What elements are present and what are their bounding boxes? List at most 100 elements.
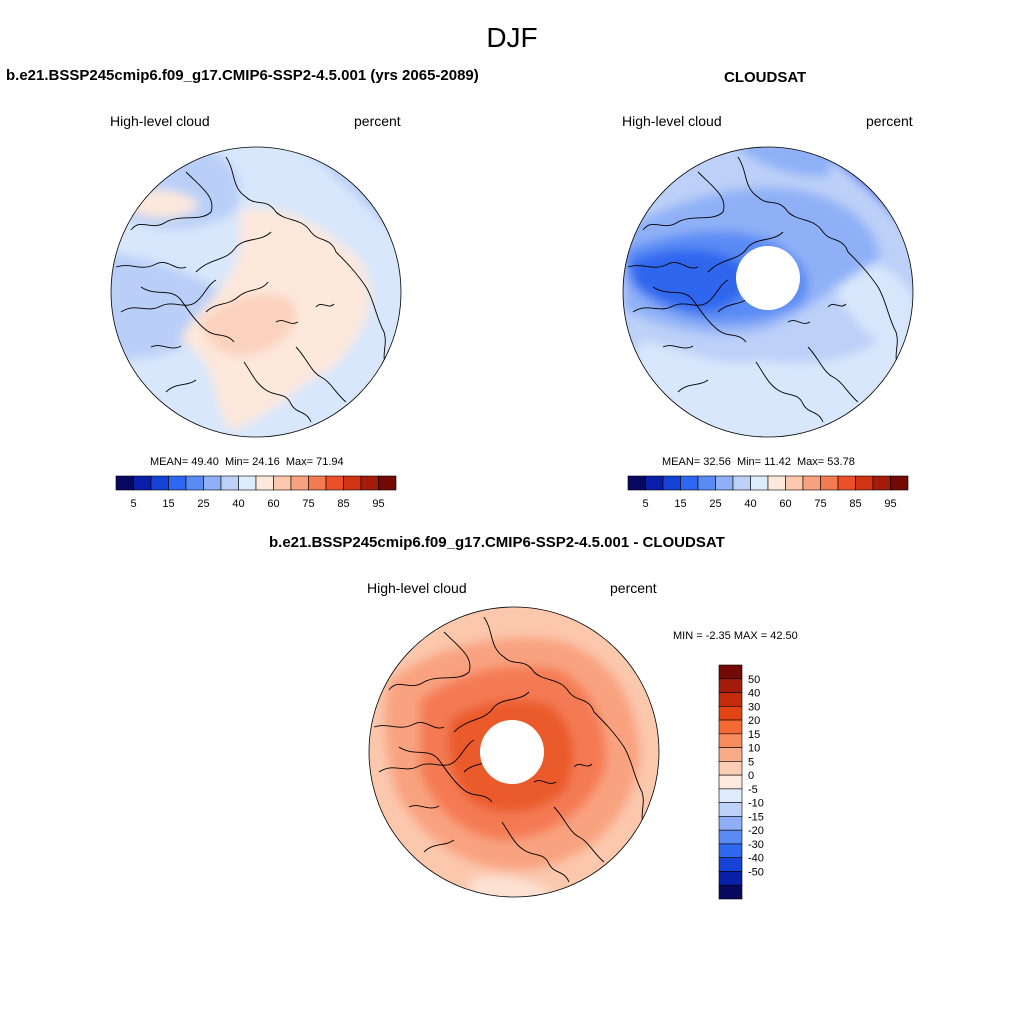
panel2-colorbar-box xyxy=(767,475,786,491)
panel2-colorbar-box xyxy=(750,475,769,491)
panel1-colorbar-tick-label: 75 xyxy=(302,498,314,510)
panel3-colorbar-box xyxy=(718,747,743,762)
panel1-mean-label: MEAN= xyxy=(150,456,189,468)
panel3-colorbar-tick-label: 20 xyxy=(748,715,760,727)
panel3-colorbar-tick-label: -20 xyxy=(748,825,764,837)
panel1-colorbar-box xyxy=(220,475,239,491)
panel3-colorbar-box xyxy=(718,816,743,831)
panel2-max-value: 53.78 xyxy=(827,456,855,468)
panel3-colorbar-tick-label: 0 xyxy=(748,770,754,782)
panel3-min-value: -2.35 xyxy=(705,630,731,642)
panel3-colorbar-tick-label: -10 xyxy=(748,798,764,810)
panel1-colorbar-box xyxy=(325,475,344,491)
panel1-colorbar-box xyxy=(133,475,152,491)
panel2-map xyxy=(622,146,914,438)
panel3-colorbar-tick-label: 50 xyxy=(748,674,760,686)
panel3-colorbar-box xyxy=(718,829,743,845)
panel3-colorbar-tick-label: -5 xyxy=(748,784,758,796)
panel2-title: CLOUDSAT xyxy=(724,69,807,86)
panel1-colorbar-tick-label: 40 xyxy=(232,498,244,510)
panel2-mean-label: MEAN= xyxy=(662,456,701,468)
panel1-colorbar-box xyxy=(378,475,397,491)
panel1-max-label: Max= xyxy=(285,456,314,468)
panel3-min-label: MIN = xyxy=(673,630,703,642)
panel3-colorbar-box xyxy=(718,788,743,803)
panel3-title: b.e21.BSSP245cmip6.f09_g17.CMIP6-SSP2-4.… xyxy=(269,534,725,551)
panel1-colorbar-tick-label: 60 xyxy=(267,498,279,510)
panel3-variable: High-level cloud xyxy=(367,580,467,596)
panel3-colorbar-box xyxy=(718,719,743,735)
panel1-min-value: 24.16 xyxy=(252,456,280,468)
panel1-mean-value: 49.40 xyxy=(191,456,219,468)
panel1-colorbar-box xyxy=(360,475,379,491)
panel3-stats: MIN = -2.35 MAX = 42.50 xyxy=(673,630,798,642)
panel2-colorbar-tick-label: 85 xyxy=(849,498,861,510)
panel1-colorbar-box xyxy=(185,475,204,491)
panel3-colorbar-tick-label: 30 xyxy=(748,701,760,713)
panel2-colorbar-box xyxy=(837,475,856,491)
panel2-colorbar-box xyxy=(662,475,681,491)
panel3-colorbar-box xyxy=(718,884,743,900)
panel3-colorbar-box xyxy=(718,774,743,790)
season-title: DJF xyxy=(486,22,538,53)
panel3-colorbar-box xyxy=(718,692,743,707)
panel3-colorbar-tick-label: 15 xyxy=(748,729,760,741)
panel2-colorbar-box xyxy=(697,475,716,491)
panel3-colorbar-tick-label: -15 xyxy=(748,811,764,823)
panel2-colorbar-box xyxy=(820,475,839,491)
panel2-colorbar-box xyxy=(645,475,664,491)
panel1-colorbar-box xyxy=(273,475,292,491)
panel2-max-label: Max= xyxy=(797,456,825,468)
panel2-polar-gap xyxy=(736,246,800,310)
panel1-title: b.e21.BSSP245cmip6.f09_g17.CMIP6-SSP2-4.… xyxy=(6,67,479,84)
panel3-polar-gap xyxy=(480,720,544,784)
panel2-min-value: 11.42 xyxy=(764,456,791,468)
panel3-colorbar-box xyxy=(718,678,743,693)
panel3-map xyxy=(368,606,660,898)
panel1-max-value: 71.94 xyxy=(316,456,344,468)
panel3-max-value: 42.50 xyxy=(770,630,798,642)
panel3-colorbar-tick-label: 40 xyxy=(748,688,760,700)
panel2-colorbar-box xyxy=(732,475,751,491)
panel3-colorbar-tick-label: 10 xyxy=(748,743,760,755)
panel3-colorbar-box xyxy=(718,857,743,872)
panel2-colorbar-tick-label: 75 xyxy=(814,498,826,510)
panel1-colorbar-tick-label: 95 xyxy=(372,498,384,510)
panel2-mean-value: 32.56 xyxy=(703,456,731,468)
panel2-colorbar-tick-label: 25 xyxy=(709,498,721,510)
panel3-colorbar-tick-label: 5 xyxy=(748,756,754,768)
panel1-colorbar-box xyxy=(255,475,274,491)
panel1-variable: High-level cloud xyxy=(110,113,210,129)
panel1-colorbar-box xyxy=(290,475,309,491)
panel2-units: percent xyxy=(866,113,913,129)
panel2-colorbar-tick-label: 15 xyxy=(674,498,686,510)
panel2-colorbar: 5 15 25 40 60 75 85 95 xyxy=(627,475,909,510)
panel2-colorbar-box xyxy=(627,475,646,491)
panel3-colorbar-box xyxy=(718,664,743,680)
panel2-colorbar-box xyxy=(785,475,804,491)
panel1-colorbar-box xyxy=(203,475,222,491)
panel3-units: percent xyxy=(610,580,657,596)
panel1-colorbar-tick-label: 25 xyxy=(197,498,209,510)
panel1-map xyxy=(110,146,402,438)
panel1-colorbar-box xyxy=(238,475,257,491)
panel1-colorbar-tick-label: 5 xyxy=(130,498,136,510)
panel1-colorbar: 5 15 25 40 60 75 85 95 xyxy=(115,475,397,510)
panel1-units: percent xyxy=(354,113,401,129)
panel3-colorbar-box xyxy=(718,843,743,859)
panel2-colorbar-tick-label: 40 xyxy=(744,498,756,510)
panel2-colorbar-box xyxy=(890,475,909,491)
panel3-colorbar-box xyxy=(718,871,743,886)
panel3-colorbar-tick-label: -30 xyxy=(748,839,764,851)
panel3-colorbar-box xyxy=(718,733,743,748)
panel1-min-label: Min= xyxy=(224,456,250,468)
panel3-colorbar-tick-label: -40 xyxy=(748,853,764,865)
panel2-colorbar-box xyxy=(872,475,891,491)
panel2-colorbar-tick-label: 95 xyxy=(884,498,896,510)
panel1-stats: MEAN= 49.40 Min= 24.16 Max= 71.94 xyxy=(150,456,344,468)
panel3-colorbar-tick-label: -50 xyxy=(748,866,764,878)
panel3-max-label: MAX = xyxy=(733,630,768,642)
panel2-colorbar-box xyxy=(802,475,821,491)
